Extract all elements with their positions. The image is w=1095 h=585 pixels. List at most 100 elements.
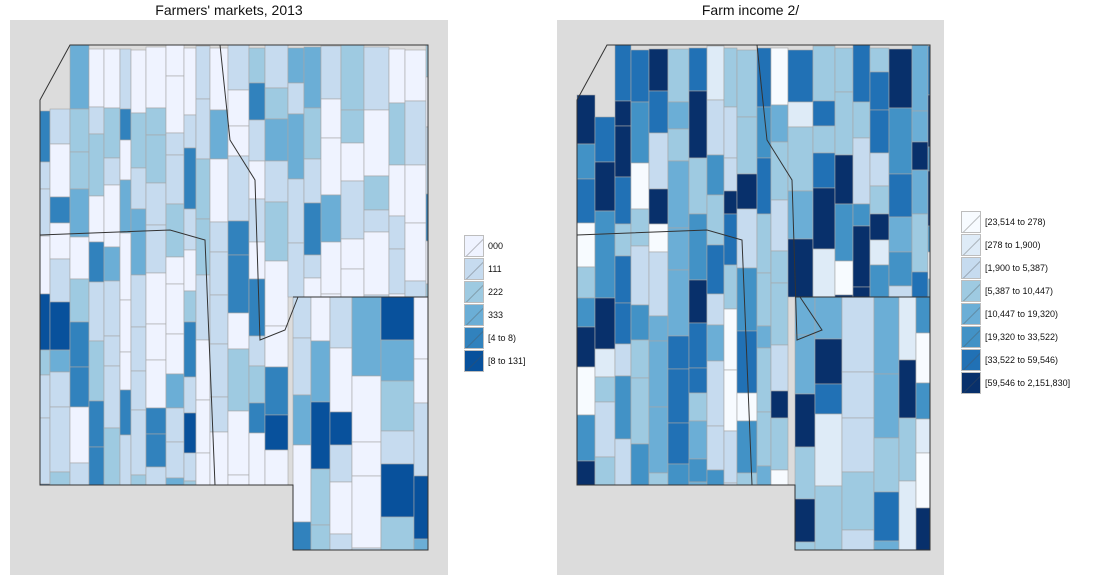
county-region xyxy=(39,161,51,190)
county-region xyxy=(130,208,147,276)
right-map-title: Farm income 2/ xyxy=(701,2,800,18)
legend-item: [23,514 to 278) xyxy=(961,210,1070,233)
legend-label: [33,522 to 59,546) xyxy=(985,354,1059,365)
county-region xyxy=(119,179,132,234)
county-region xyxy=(770,417,789,471)
legend-swatch xyxy=(464,349,484,372)
county-region xyxy=(834,260,854,296)
right-choropleth-map xyxy=(576,44,931,551)
county-region xyxy=(852,225,871,288)
county-region xyxy=(794,393,816,448)
legend-label: 000 xyxy=(488,240,504,251)
county-region xyxy=(227,254,250,314)
county-region xyxy=(119,48,132,110)
county-region xyxy=(88,340,105,402)
county-region xyxy=(183,290,197,323)
county-region xyxy=(227,348,250,412)
county-region xyxy=(404,49,427,102)
county-region xyxy=(911,141,929,171)
county-region xyxy=(165,407,185,443)
county-region xyxy=(248,402,266,434)
legend-item: [8 to 131] xyxy=(464,349,526,372)
county-region xyxy=(667,368,690,424)
county-region xyxy=(770,282,789,346)
county-region xyxy=(614,255,632,304)
county-region xyxy=(351,296,382,377)
county-region xyxy=(227,312,250,350)
county-region xyxy=(130,370,147,411)
county-region xyxy=(688,279,708,324)
legend-swatch xyxy=(464,280,484,303)
county-region xyxy=(648,472,669,486)
county-region xyxy=(576,297,596,328)
county-region xyxy=(287,82,305,115)
county-region xyxy=(103,48,121,109)
county-region xyxy=(404,222,427,282)
county-region xyxy=(103,427,121,486)
county-region xyxy=(119,351,132,391)
county-region xyxy=(183,480,197,486)
county-region xyxy=(852,286,871,298)
county-region xyxy=(852,44,871,103)
county-region xyxy=(873,540,900,551)
county-region xyxy=(915,418,931,454)
county-region xyxy=(688,392,708,422)
county-region xyxy=(898,359,917,419)
county-region xyxy=(351,475,382,549)
county-region xyxy=(814,485,843,551)
county-region xyxy=(413,296,429,360)
county-region xyxy=(130,49,147,114)
county-region xyxy=(834,203,854,262)
county-region xyxy=(69,151,90,190)
county-region xyxy=(287,113,305,180)
county-region xyxy=(264,201,289,262)
county-region xyxy=(303,202,322,256)
county-region xyxy=(756,47,772,108)
legend-label: 222 xyxy=(488,286,504,297)
county-region xyxy=(183,114,197,149)
county-region xyxy=(706,99,725,156)
county-region xyxy=(869,152,890,187)
county-region xyxy=(103,335,121,367)
county-region xyxy=(340,44,365,111)
county-region xyxy=(614,438,632,486)
legend-swatch xyxy=(961,279,981,302)
county-region xyxy=(770,199,789,252)
county-region xyxy=(594,456,616,486)
county-region xyxy=(39,188,51,237)
county-region xyxy=(264,160,289,203)
county-region xyxy=(404,164,427,224)
county-region xyxy=(227,220,250,256)
county-region xyxy=(183,376,197,414)
county-region xyxy=(736,420,758,474)
county-region xyxy=(39,235,51,295)
county-mosaic xyxy=(576,44,931,551)
county-region xyxy=(264,414,289,451)
county-region xyxy=(329,347,353,413)
county-region xyxy=(310,401,331,470)
legend-swatch xyxy=(464,234,484,257)
state-border xyxy=(39,44,429,551)
county-region xyxy=(576,414,596,462)
legend-item: [59,546 to 2,151,830] xyxy=(961,371,1070,394)
county-region xyxy=(363,46,390,111)
county-region xyxy=(812,100,836,127)
county-region xyxy=(834,91,854,156)
county-region xyxy=(770,104,789,143)
county-region xyxy=(264,44,289,89)
county-region xyxy=(303,107,322,160)
legend-label: [10,447 to 19,320) xyxy=(985,308,1059,319)
county-region xyxy=(630,377,650,445)
county-region xyxy=(723,308,738,371)
legend-label: [5,387 to 10,447) xyxy=(985,285,1054,296)
county-region xyxy=(630,49,650,103)
county-region xyxy=(195,45,211,100)
county-region xyxy=(576,460,596,486)
county-region xyxy=(404,280,427,298)
county-region xyxy=(576,94,596,145)
county-region xyxy=(841,417,875,473)
county-region xyxy=(329,444,353,483)
county-region xyxy=(873,491,900,542)
state-border xyxy=(576,44,931,551)
county-region xyxy=(119,389,132,436)
